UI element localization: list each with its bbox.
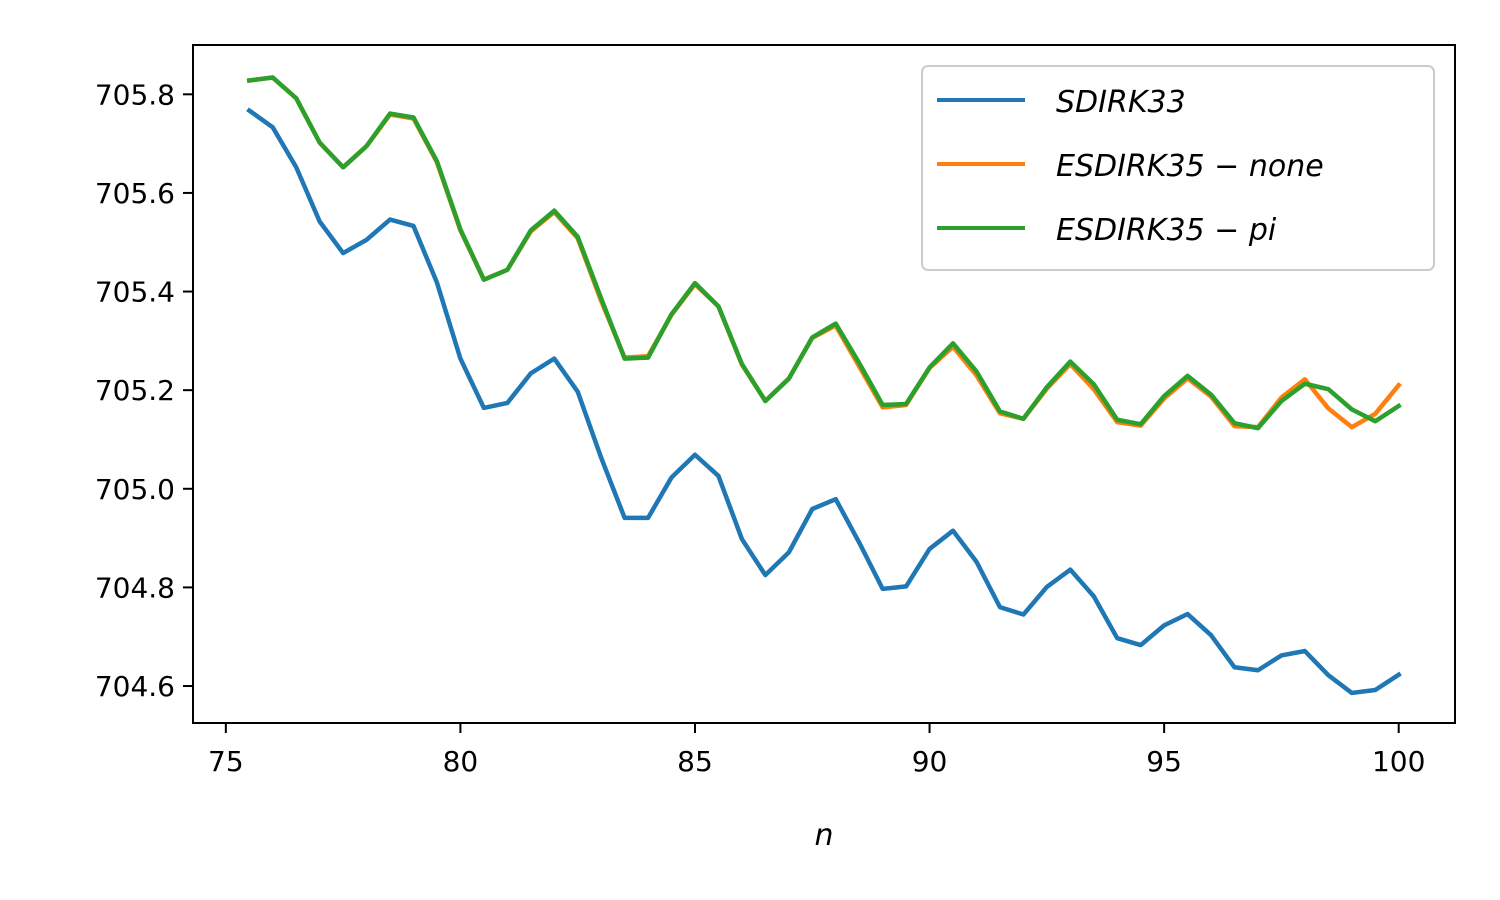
series-line-2 bbox=[246, 75, 1402, 431]
x-tick-label: 100 bbox=[1372, 745, 1425, 778]
y-tick-label: 705.6 bbox=[95, 177, 175, 210]
x-tick-label: 80 bbox=[443, 745, 479, 778]
y-tick-label: 705.8 bbox=[95, 78, 175, 111]
legend-label-sdirk33: SDIRK33 bbox=[1056, 85, 1186, 120]
y-tick-label: 705.4 bbox=[95, 276, 175, 309]
series-layer bbox=[246, 75, 1402, 696]
y-tick-label: 704.6 bbox=[95, 670, 175, 703]
legend-box bbox=[921, 65, 1435, 271]
x-tick-label: 90 bbox=[912, 745, 948, 778]
y-tick-label: 704.8 bbox=[95, 571, 175, 604]
x-axis-label: n bbox=[814, 818, 833, 853]
x-tick-label: 95 bbox=[1146, 745, 1182, 778]
x-tick-label: 85 bbox=[677, 745, 713, 778]
legend-label-esdirk35-none: ESDIRK35 − none bbox=[1056, 149, 1324, 184]
x-tick-label: 75 bbox=[208, 745, 244, 778]
y-tick-label: 705.2 bbox=[95, 374, 175, 407]
x-axis: 75 80 85 90 95 100 bbox=[208, 723, 1425, 778]
plot-frame bbox=[192, 44, 1456, 724]
series-line-0 bbox=[246, 107, 1402, 696]
legend: SDIRK33 ESDIRK35 − none ESDIRK35 − pi bbox=[921, 65, 1435, 271]
legend-label-esdirk35-pi: ESDIRK35 − pi bbox=[1056, 213, 1277, 248]
y-tick-label: 705.0 bbox=[95, 473, 175, 506]
y-axis: 704.6 704.8 705.0 705.2 705.4 705.6 705.8 bbox=[95, 78, 193, 703]
